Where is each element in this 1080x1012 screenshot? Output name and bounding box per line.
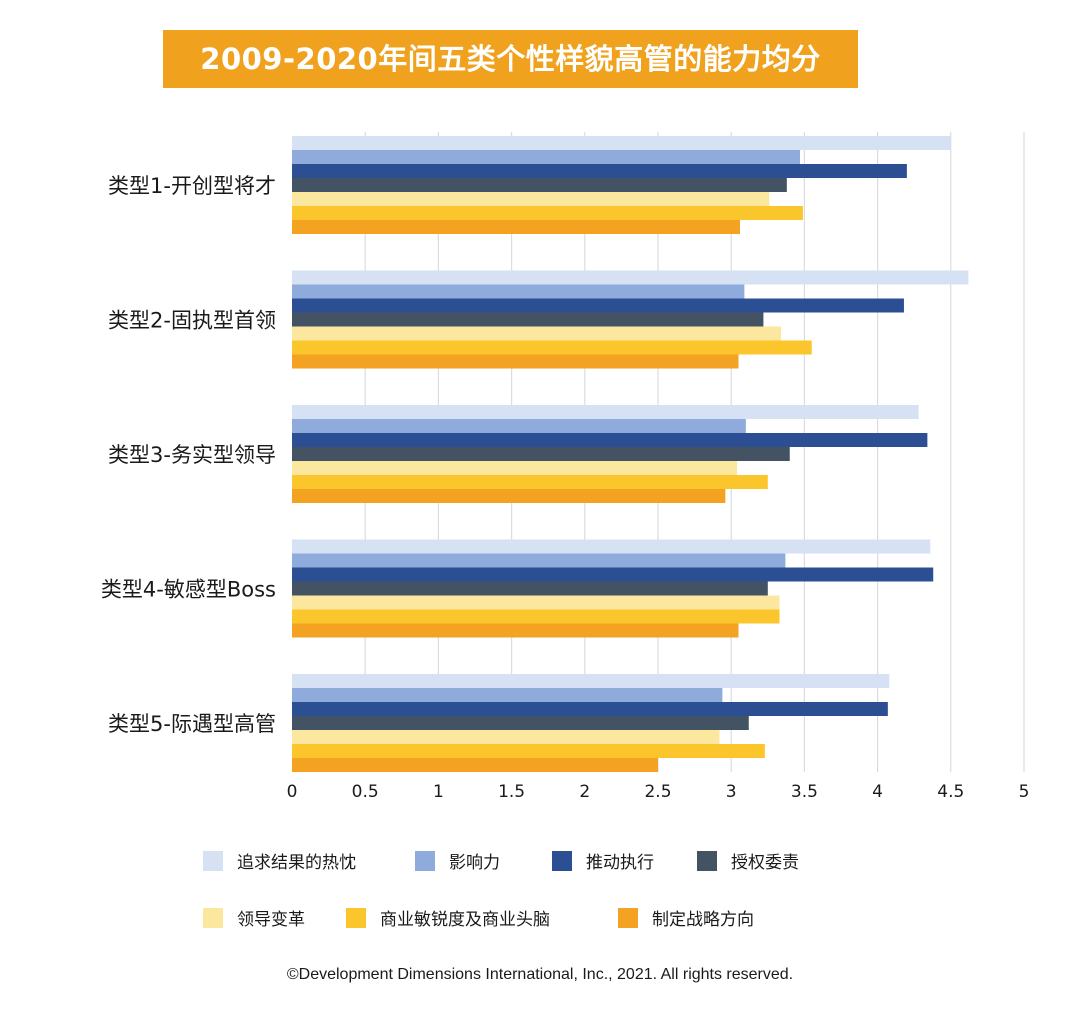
bar-3-4 — [292, 447, 790, 461]
x-tick-label: 4 — [872, 782, 883, 802]
copyright-notice: ©Development Dimensions International, I… — [286, 966, 794, 983]
bar-5-5 — [292, 730, 720, 744]
bar-1-3 — [292, 164, 907, 178]
bar-2-3 — [292, 298, 904, 313]
x-tick-label: 2 — [579, 782, 590, 802]
category-label: 类型5-际遇型高管 — [108, 712, 276, 736]
bar-2-5 — [292, 326, 781, 341]
x-tick-label: 3.5 — [791, 782, 818, 802]
bar-4-5 — [292, 595, 780, 610]
bar-5-7 — [292, 758, 658, 772]
bar-1-1 — [292, 136, 951, 150]
bar-2-7 — [292, 354, 739, 369]
bar-4-6 — [292, 609, 780, 624]
bar-5-2 — [292, 688, 723, 702]
x-tick-label: 1 — [433, 782, 444, 802]
chart-title: 2009-2020年间五类个性样貌高管的能力均分 — [163, 30, 858, 88]
bar-4-7 — [292, 623, 739, 638]
category-label: 类型4-敏感型Boss — [101, 578, 276, 602]
bar-1-2 — [292, 150, 801, 164]
bar-3-2 — [292, 419, 746, 433]
bar-2-6 — [292, 340, 812, 355]
bar-3-5 — [292, 461, 738, 475]
x-tick-label: 4.5 — [937, 782, 964, 802]
bars — [292, 136, 969, 772]
x-tick-label: 0.5 — [352, 782, 379, 802]
x-tick-label: 2.5 — [644, 782, 671, 802]
category-label: 类型1-开创型将才 — [108, 174, 276, 198]
bar-3-7 — [292, 489, 726, 503]
bar-4-4 — [292, 581, 768, 596]
bar-1-4 — [292, 178, 787, 192]
x-tick-label: 1.5 — [498, 782, 525, 802]
bar-5-4 — [292, 716, 749, 730]
bar-3-3 — [292, 433, 928, 447]
bar-4-1 — [292, 539, 931, 554]
bar-2-4 — [292, 312, 764, 327]
bar-3-6 — [292, 475, 768, 489]
x-tick-label: 5 — [1019, 782, 1030, 802]
bar-5-1 — [292, 674, 890, 688]
category-label: 类型3-务实型领导 — [108, 443, 276, 467]
bar-1-7 — [292, 220, 740, 234]
x-axis-tick-labels: 0 0.5 1 1.5 2 2.5 3 3.5 4 4.5 5 — [287, 782, 1030, 802]
x-tick-label: 0 — [287, 782, 298, 802]
bar-3-1 — [292, 405, 919, 419]
category-label: 类型2-固执型首领 — [108, 309, 276, 333]
bar-1-6 — [292, 206, 803, 220]
bar-4-2 — [292, 553, 786, 568]
bar-2-2 — [292, 284, 745, 299]
bar-4-3 — [292, 567, 934, 582]
bar-2-1 — [292, 270, 969, 285]
x-tick-label: 3 — [726, 782, 737, 802]
bar-1-5 — [292, 192, 770, 206]
bar-5-6 — [292, 744, 765, 758]
bar-5-3 — [292, 702, 888, 716]
